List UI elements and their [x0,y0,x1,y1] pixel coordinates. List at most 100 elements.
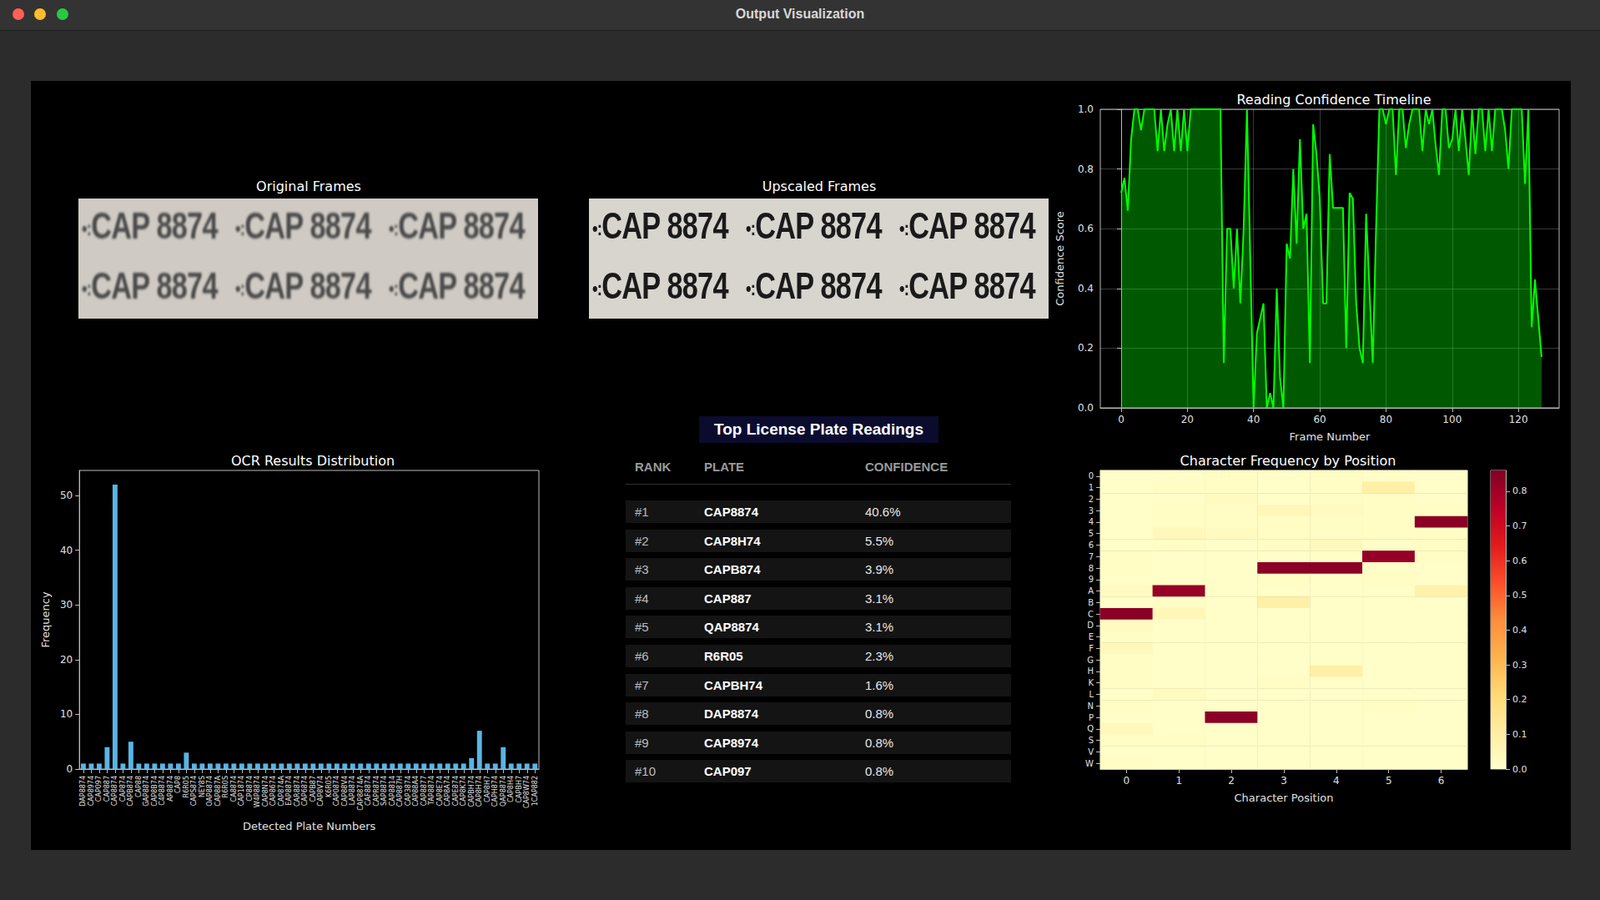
svg-text:CAP8A74: CAP8A74 [443,775,452,807]
svg-text:A: A [1087,586,1094,596]
svg-text:6: 6 [1438,774,1445,787]
svg-text:EAP8874: EAP8874 [285,775,293,806]
svg-text:50: 50 [60,489,73,502]
svg-text:5: 5 [1088,528,1094,539]
svg-text:CAP8874: CAP8874 [110,775,119,806]
svg-text:Character Position: Character Position [1234,791,1334,805]
svg-text:CAP3874: CAP3874 [404,775,413,806]
svg-text:0.4: 0.4 [1077,282,1094,295]
svg-text:CAP88: CAP88 [135,775,143,798]
svg-text:0: 0 [1088,471,1094,481]
svg-text:40: 40 [60,544,73,557]
svg-text:CAPBH74: CAPBH74 [467,775,476,808]
svg-text:B: B [1087,598,1094,608]
svg-text:CAPR874: CAPR874 [372,775,381,807]
svg-text:Detected Plate Numbers: Detected Plate Numbers [242,820,377,833]
svg-text:Reading Confidence Timeline: Reading Confidence Timeline [1236,91,1431,108]
svg-text:OCR Results Distribution: OCR Results Distribution [231,452,395,469]
svg-text:100: 100 [1442,413,1462,426]
svg-text:60: 60 [1313,413,1326,426]
svg-text:20: 20 [60,654,73,666]
svg-text:CAR8874: CAR8874 [293,775,302,807]
svg-text:Confidence Score: Confidence Score [1053,211,1067,307]
svg-text:0: 0 [66,763,74,775]
svg-text:0.5: 0.5 [1512,589,1528,601]
svg-text:CA8874: CA8874 [230,775,238,802]
svg-text:K: K [1087,678,1094,688]
svg-text:L: L [1088,689,1094,700]
svg-text:CAPE874: CAPE874 [452,775,460,806]
svg-text:20: 20 [1181,413,1194,426]
svg-text:CAP887A: CAP887A [214,774,222,806]
svg-text:CAP874: CAP874 [119,775,127,802]
svg-text:6: 6 [1088,540,1094,550]
svg-text:E: E [1088,632,1094,642]
svg-text:C4P8874: C4P8874 [158,775,167,806]
svg-text:0.8: 0.8 [1512,485,1528,497]
svg-text:10: 10 [60,708,73,720]
svg-text:QAP8874: QAP8874 [499,775,508,807]
svg-text:CAP0874: CAP0874 [332,775,341,806]
svg-text:7: 7 [1088,552,1094,562]
svg-text:CAP887: CAP887 [103,775,111,802]
svg-text:0: 0 [1117,413,1125,426]
svg-text:1: 1 [1175,774,1183,787]
svg-text:CAPH874: CAPH874 [491,775,499,807]
svg-text:CAF8874: CAF8874 [364,775,373,806]
svg-text:CAP8V74: CAP8V74 [316,775,325,807]
svg-text:8: 8 [1088,563,1094,574]
svg-text:0.8: 0.8 [1077,163,1094,176]
svg-text:CAP097: CAP097 [95,775,103,802]
svg-text:0.6: 0.6 [1077,222,1094,235]
svg-text:CAP887H: CAP887H [396,775,404,807]
svg-text:0.0: 0.0 [1512,764,1528,775]
svg-text:V: V [1087,747,1094,757]
svg-text:Frame Number: Frame Number [1289,430,1372,443]
svg-text:LAP8874: LAP8874 [348,775,357,806]
svg-text:0.2: 0.2 [1077,342,1094,354]
svg-text:CAP8W74: CAP8W74 [523,775,531,809]
svg-text:CAP8H74: CAP8H74 [475,775,484,807]
svg-text:G: G [1086,655,1094,665]
svg-text:80: 80 [1379,413,1393,426]
svg-text:Frequency: Frequency [39,591,52,648]
svg-text:TAP8874: TAP8874 [427,775,436,806]
svg-text:0.1: 0.1 [1512,729,1528,740]
svg-text:CAP8814: CAP8814 [388,775,397,806]
svg-text:CAP8674: CAP8674 [269,775,277,806]
svg-text:1: 1 [1088,483,1094,493]
svg-text:0.7: 0.7 [1512,520,1528,532]
svg-text:AP8874: AP8874 [166,775,175,802]
svg-text:CAP8974: CAP8974 [87,775,96,806]
svg-text:D: D [1086,620,1094,630]
svg-text:CAP8E74: CAP8E74 [436,775,444,806]
svg-text:CAP8N74: CAP8N74 [261,775,270,807]
svg-text:3: 3 [1280,774,1288,787]
svg-text:P: P [1088,713,1094,723]
svg-text:0.2: 0.2 [1512,694,1528,705]
svg-text:CAP8H7: CAP8H7 [483,775,492,803]
svg-text:120: 120 [1509,413,1529,426]
svg-text:CAPBH7: CAPBH7 [515,775,524,803]
svg-text:5: 5 [1385,774,1393,787]
svg-text:OAP8874: OAP8874 [206,775,214,807]
svg-text:CP8874: CP8874 [246,775,254,802]
svg-text:CAP8B74: CAP8B74 [150,775,159,807]
svg-text:CAP8874A: CAP8874A [357,774,365,811]
svg-text:SAP8874: SAP8874 [380,775,388,806]
svg-text:H: H [1086,666,1094,676]
svg-text:3: 3 [1088,506,1094,516]
svg-text:40: 40 [1247,413,1260,426]
svg-text:1.0: 1.0 [1077,103,1094,116]
svg-text:N: N [1087,701,1094,711]
svg-text:Character Frequency by Positio: Character Frequency by Position [1180,452,1397,469]
svg-text:0.3: 0.3 [1512,659,1528,671]
svg-text:CAP8H4: CAP8H4 [507,775,515,803]
svg-text:CAP6874: CAP6874 [301,775,309,806]
svg-text:R6R05: R6R05 [182,775,191,798]
svg-text:CAPB87: CAPB87 [309,775,317,803]
svg-text:Q: Q [1086,724,1094,734]
svg-text:4: 4 [1088,517,1094,527]
svg-text:CAP8: CAP8 [174,775,182,794]
svg-text:W4P8874: W4P8874 [253,775,262,808]
